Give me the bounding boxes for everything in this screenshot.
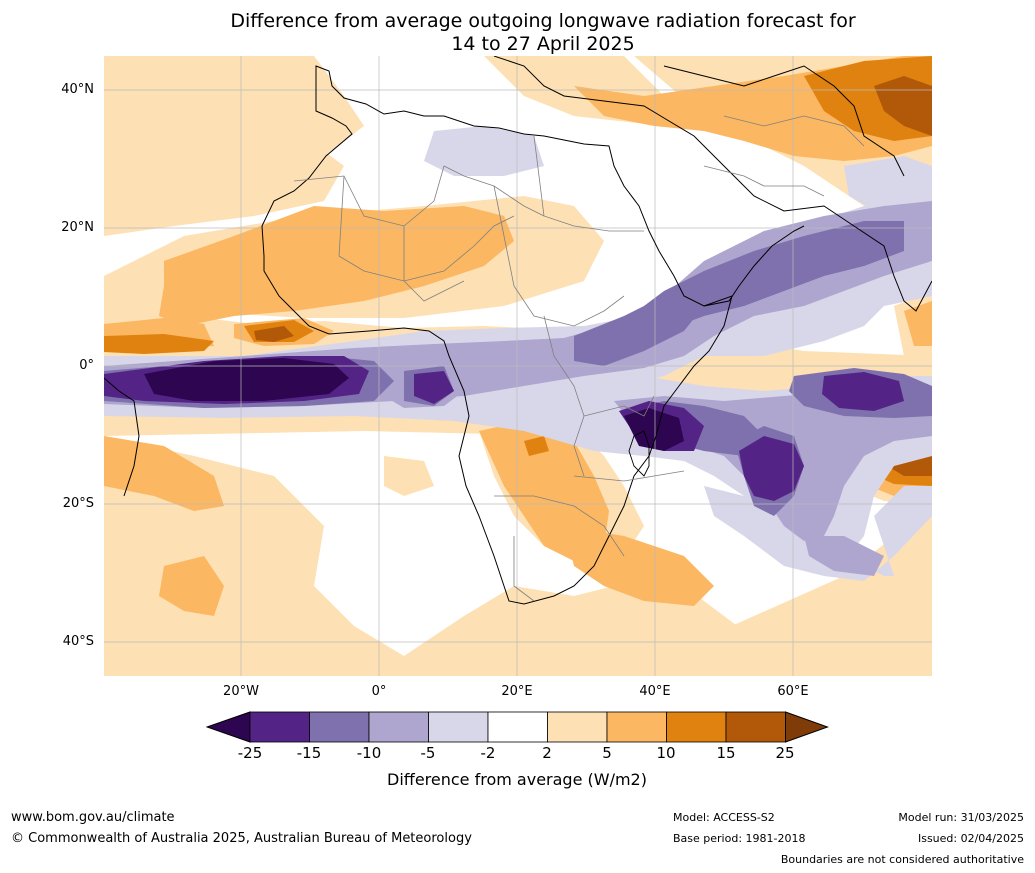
lat-label-40s: 40°S xyxy=(62,634,94,649)
footer-base-period: Base period: 1981-2018 xyxy=(673,832,806,845)
cb-tick: 10 xyxy=(656,744,676,762)
lat-label-40n: 40°N xyxy=(61,82,94,97)
footer-copyright: © Commonwealth of Australia 2025, Austra… xyxy=(11,831,472,846)
lat-label-20n: 20°N xyxy=(61,220,94,235)
lon-label-20w: 20°W xyxy=(223,684,259,699)
colorbar-cell xyxy=(606,711,667,743)
colorbar-cell xyxy=(666,711,727,743)
colorbar-cell xyxy=(725,711,786,743)
colorbar-cell xyxy=(368,711,429,743)
cb-tick: -5 xyxy=(420,744,436,762)
coastlines xyxy=(104,56,932,605)
colorbar xyxy=(206,711,829,743)
colorbar-arrow-low xyxy=(206,711,251,743)
cb-tick: -25 xyxy=(237,744,263,762)
cb-tick: 5 xyxy=(602,744,612,762)
colorbar-arrow-high xyxy=(785,711,829,743)
cb-tick: -2 xyxy=(480,744,496,762)
lon-label-40e: 40°E xyxy=(639,684,671,699)
country-borders xyxy=(293,115,865,602)
colorbar-cell xyxy=(309,711,370,743)
colorbar-cell xyxy=(428,711,489,743)
cb-tick: 15 xyxy=(716,744,736,762)
negative-extreme-areas xyxy=(144,358,684,451)
colorbar-cell xyxy=(487,711,548,743)
cb-tick: 2 xyxy=(542,744,552,762)
title-line-2: 14 to 27 April 2025 xyxy=(451,33,635,55)
lon-label-20e: 20°E xyxy=(501,684,533,699)
cb-tick: -10 xyxy=(356,744,382,762)
map-canvas xyxy=(104,56,932,676)
lat-label-equator: 0° xyxy=(79,358,94,373)
footer-model-run: Model run: 31/03/2025 xyxy=(898,811,1024,824)
footer-disclaimer: Boundaries are not considered authoritat… xyxy=(780,853,1024,866)
lat-label-20s: 20°S xyxy=(62,496,94,511)
cb-tick: -15 xyxy=(296,744,322,762)
footer-model: Model: ACCESS-S2 xyxy=(673,811,775,824)
colorbar-cell xyxy=(249,711,310,743)
colorbar-cell xyxy=(547,711,608,743)
colorbar-title: Difference from average (W/m2) xyxy=(387,770,647,789)
title-line-1: Difference from average outgoing longwav… xyxy=(230,10,856,32)
olr-anomaly-map xyxy=(104,56,932,676)
graticule xyxy=(104,56,932,676)
cb-tick: 25 xyxy=(775,744,795,762)
lon-label-0: 0° xyxy=(371,684,387,699)
footer-issued: Issued: 02/04/2025 xyxy=(917,832,1024,845)
map-title: Difference from average outgoing longwav… xyxy=(100,10,986,56)
footer-website: www.bom.gov.au/climate xyxy=(11,810,175,825)
lon-label-60e: 60°E xyxy=(777,684,809,699)
